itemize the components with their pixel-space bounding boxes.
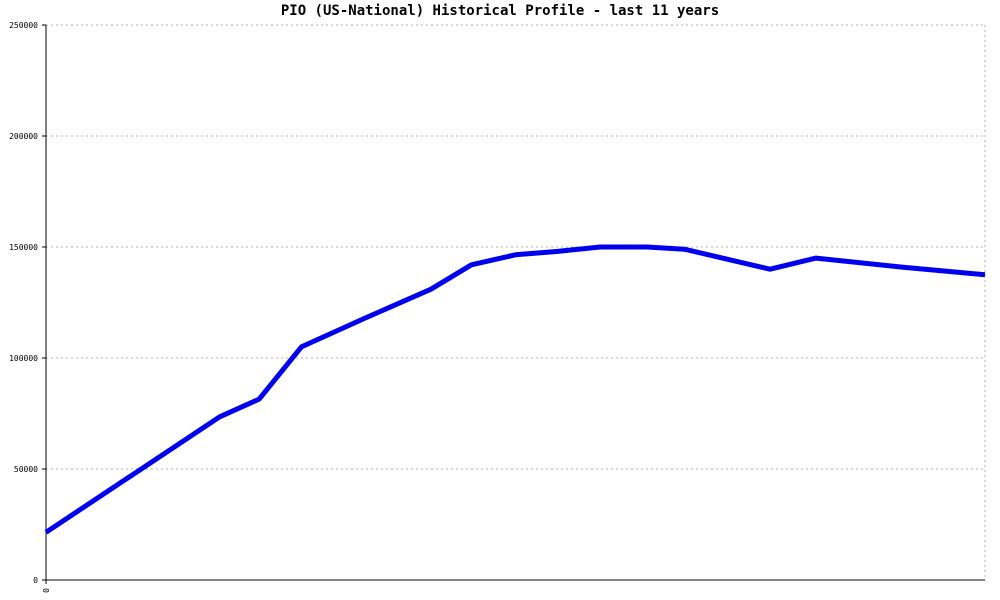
x-tick-label-0: 0 (42, 588, 51, 593)
tick-labels: 0 50000 100000 150000 200000 250000 0 (9, 21, 51, 593)
series-line-0 (44, 244, 986, 535)
axes (42, 24, 985, 584)
series-layer (44, 244, 986, 535)
y-tick-label-200000: 200000 (9, 132, 38, 141)
y-tick-label-0: 0 (33, 576, 38, 585)
y-tick-label-50000: 50000 (14, 465, 38, 474)
y-tick-label-150000: 150000 (9, 243, 38, 252)
y-tick-label-100000: 100000 (9, 354, 38, 363)
chart-title: PIO (US-National) Historical Profile - l… (280, 3, 720, 19)
y-tick-label-250000: 250000 (9, 21, 38, 30)
grid-lines (46, 24, 986, 580)
